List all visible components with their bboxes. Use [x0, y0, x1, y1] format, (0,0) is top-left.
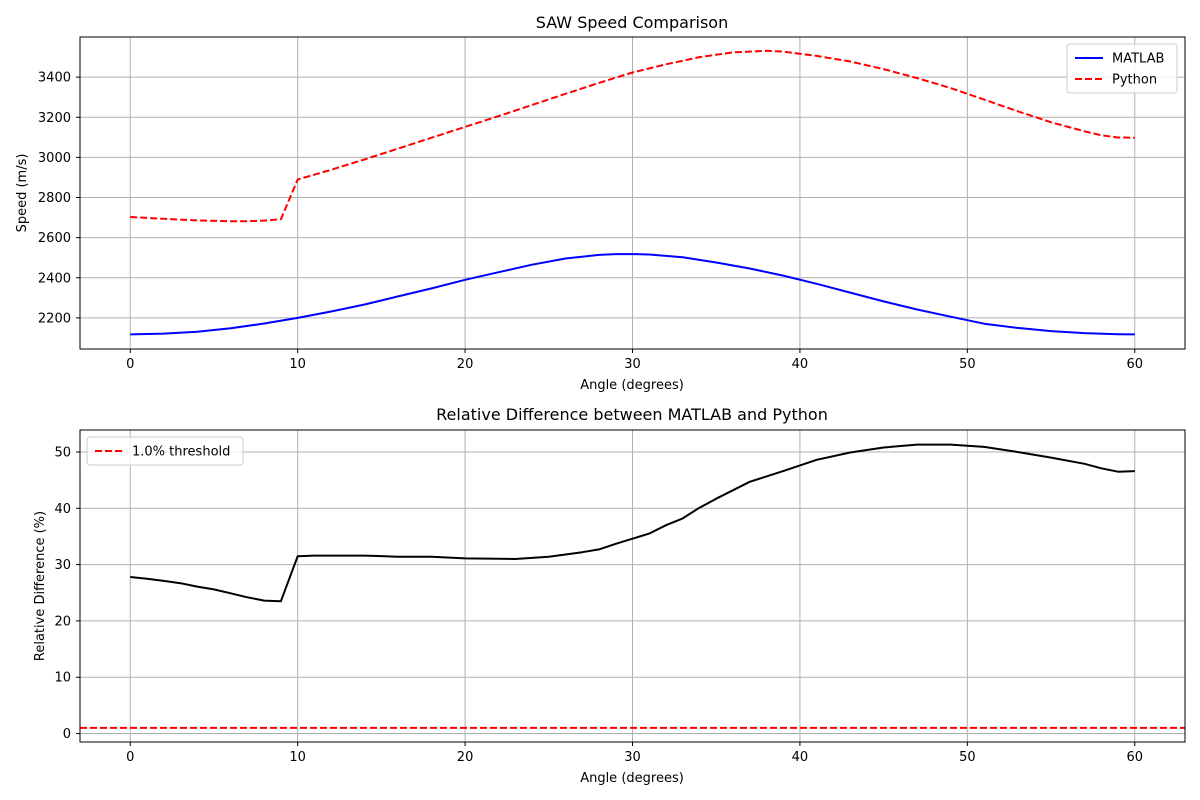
speed-x-tick-label: 40: [792, 357, 809, 372]
speed-y-tick-label: 2400: [38, 271, 71, 286]
difference-x-tick-label: 60: [1126, 750, 1143, 765]
difference-chart-title: Relative Difference between MATLAB and P…: [436, 405, 828, 424]
difference-x-tick-label: 0: [126, 750, 134, 765]
difference-x-tick-label: 40: [792, 750, 809, 765]
difference-y-tick-label: 10: [54, 671, 71, 686]
speed-y-tick-label: 3400: [38, 71, 71, 86]
relative-difference-chart: 0 10 20 30 40 50 60 0 10 20 30 40 50 Relative Differ…: [33, 405, 1186, 786]
difference-y-tick-label: 40: [54, 502, 71, 517]
speed-series: [130, 49, 1135, 336]
speed-legend-box: [1066, 43, 1178, 94]
difference-x-tick-label: 20: [457, 750, 474, 765]
speed-grid: [80, 37, 1185, 349]
difference-y-tick-label: 50: [54, 445, 71, 460]
speed-x-axis-label: Angle (degrees): [580, 378, 684, 393]
difference-series-line: [130, 443, 1135, 603]
speed-x-tick-label: 20: [457, 357, 474, 372]
speed-x-tick-label: 0: [126, 357, 134, 372]
speed-y-tick-label: 3200: [38, 111, 71, 126]
difference-legend: 1.0% threshold: [86, 436, 244, 466]
difference-x-tick-label: 10: [289, 750, 306, 765]
matlab-series-line: [130, 253, 1135, 336]
difference-y-tick-label: 30: [54, 558, 71, 573]
difference-series: [80, 443, 1185, 729]
speed-x-tick-label: 60: [1126, 357, 1143, 372]
speed-ticks: 0 10 20 30 40 50 60 2200 2400 2600 2800 3000 3200 340…: [38, 71, 1143, 372]
speed-chart-title: SAW Speed Comparison: [536, 13, 728, 32]
legend-label-python: Python: [1112, 73, 1157, 88]
difference-x-tick-label: 30: [624, 750, 641, 765]
difference-grid: [80, 430, 1185, 742]
speed-x-tick-label: 30: [624, 357, 641, 372]
difference-x-axis-label: Angle (degrees): [580, 771, 684, 786]
speed-y-tick-label: 2600: [38, 231, 71, 246]
speed-y-tick-label: 2200: [38, 311, 71, 326]
difference-ticks: 0 10 20 30 40 50 60 0 10 20 30 40 50: [54, 445, 1143, 765]
speed-x-tick-label: 10: [289, 357, 306, 372]
difference-legend-box: [86, 436, 244, 466]
speed-y-tick-label: 3000: [38, 151, 71, 166]
difference-y-tick-label: 0: [63, 727, 71, 742]
python-series-line: [130, 49, 1135, 223]
difference-y-tick-label: 20: [54, 614, 71, 629]
legend-label-matlab: MATLAB: [1112, 52, 1164, 67]
speed-x-tick-label: 50: [959, 357, 976, 372]
speed-y-tick-label: 2800: [38, 191, 71, 206]
difference-y-axis-label: Relative Difference (%): [33, 511, 48, 661]
speed-legend: MATLAB Python: [1066, 43, 1178, 94]
difference-x-tick-label: 50: [959, 750, 976, 765]
legend-label-1-0-threshold: 1.0% threshold: [132, 445, 230, 460]
speed-chart: 0 10 20 30 40 50 60 2200 2400 2600 2800 3000 3200 340…: [15, 13, 1186, 393]
speed-y-axis-label: Speed (m/s): [15, 154, 30, 233]
